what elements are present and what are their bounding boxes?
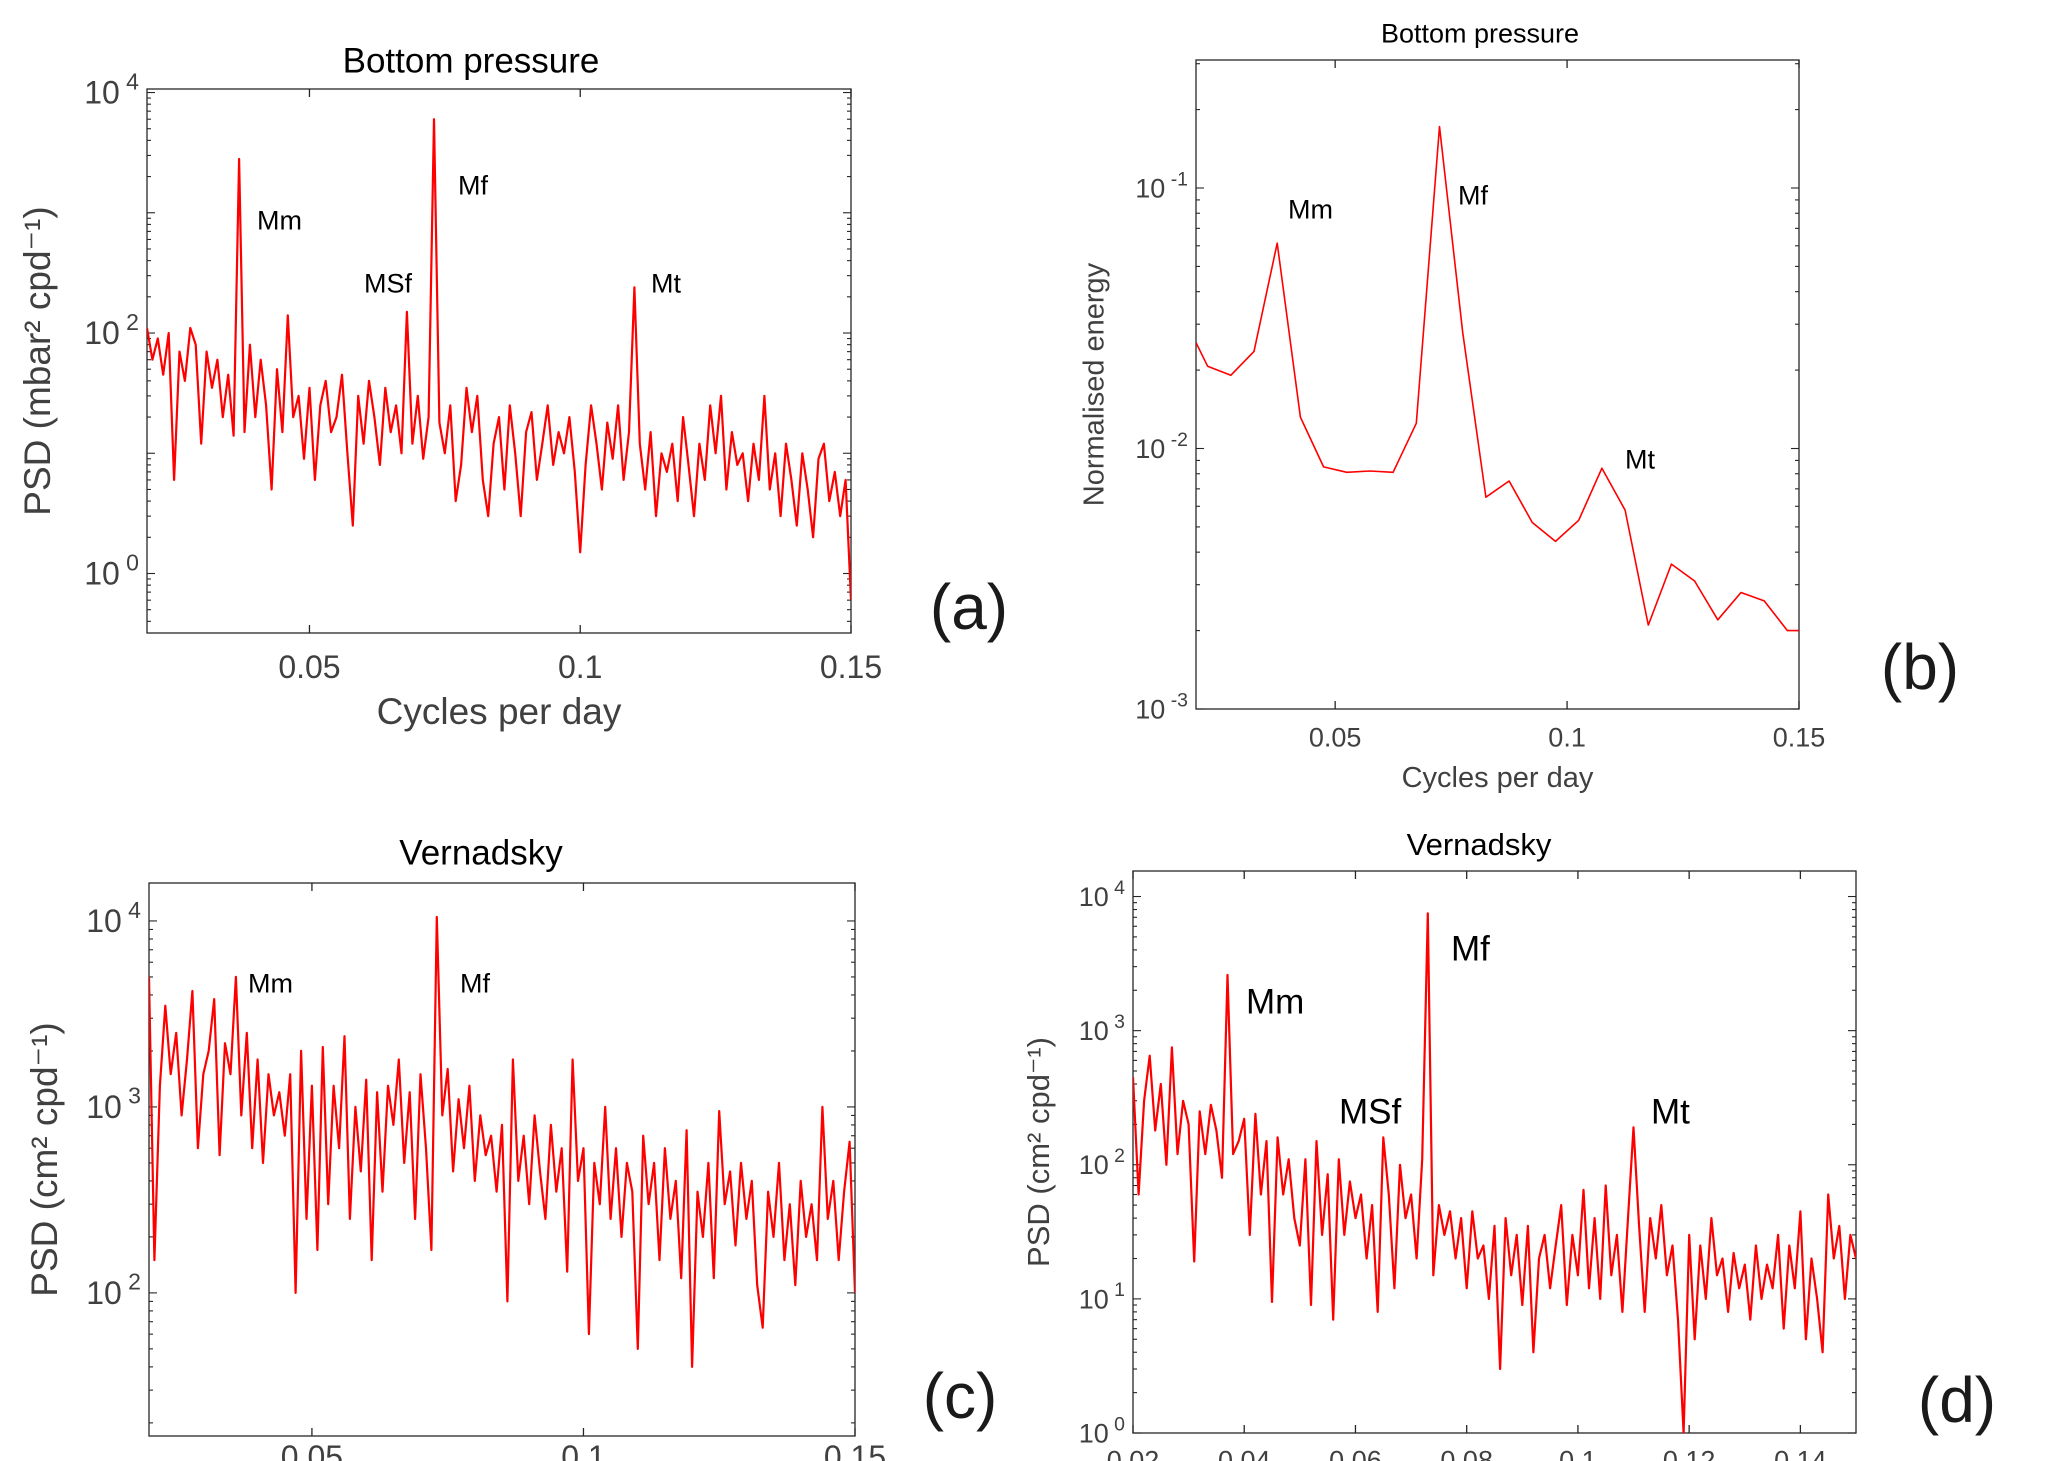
x-tick-label: 0.14 xyxy=(1774,1445,1827,1461)
y-tick-label: 10 -1 xyxy=(1135,168,1188,203)
peak-annotation: Mt xyxy=(651,268,681,298)
y-tick-exponent: 4 xyxy=(1109,877,1125,899)
y-tick-label: 10 2 xyxy=(86,1269,141,1311)
panel-label: (b) xyxy=(1881,631,1959,703)
y-tick-base: 10 xyxy=(1135,434,1165,464)
panel-label: (c) xyxy=(923,1360,998,1432)
y-tick-base: 10 xyxy=(86,1089,122,1125)
peak-annotation: Mm xyxy=(1246,982,1304,1021)
axes-box xyxy=(1195,59,1800,710)
x-tick-label: 0.1 xyxy=(558,649,602,685)
y-tick-exponent: 4 xyxy=(120,68,139,94)
y-tick-base: 10 xyxy=(1079,1284,1109,1314)
y-tick-base: 10 xyxy=(1079,1418,1109,1448)
y-axis-label: PSD (mbar² cpd⁻¹) xyxy=(17,206,58,515)
chart-title: Vernadsky xyxy=(1407,827,1552,862)
x-tick-label: 0.1 xyxy=(1559,1445,1597,1461)
series-line xyxy=(1196,125,1799,632)
series-line xyxy=(149,915,855,1369)
panel-label: (d) xyxy=(1918,1364,1996,1436)
y-axis-label: PSD (cm² cpd⁻¹) xyxy=(24,1022,65,1296)
y-tick-base: 10 xyxy=(86,1275,122,1311)
y-tick-base: 10 xyxy=(84,75,120,111)
peak-annotation: Mm xyxy=(248,968,293,998)
x-axis-label: Cycles per day xyxy=(1402,762,1594,794)
x-axis-label: Cycles per day xyxy=(377,691,622,732)
peak-annotation: MSf xyxy=(364,268,413,298)
chart-title: Bottom pressure xyxy=(1381,18,1579,48)
x-tick-label: 0.08 xyxy=(1440,1445,1493,1461)
peak-annotation: Mf xyxy=(1451,929,1490,968)
y-tick-label: 10 4 xyxy=(1079,877,1125,912)
axes-box xyxy=(148,882,856,1437)
peak-annotation: Mf xyxy=(460,968,490,998)
peak-annotation: Mm xyxy=(1288,194,1333,224)
x-tick-label: 0.04 xyxy=(1218,1445,1271,1461)
y-tick-base: 10 xyxy=(84,315,120,351)
y-tick-exponent: 0 xyxy=(120,549,139,575)
y-axis-label: PSD (cm² cpd⁻¹) xyxy=(1021,1037,1056,1267)
chart-title: Bottom pressure xyxy=(343,41,600,80)
y-axis-label: Normalised energy xyxy=(1079,262,1111,506)
y-tick-base: 10 xyxy=(1079,1150,1109,1180)
y-tick-label: 10 0 xyxy=(84,549,139,591)
x-tick-label: 0.1 xyxy=(561,1439,605,1461)
y-tick-label: 10 0 xyxy=(1079,1413,1125,1448)
peak-annotation: Mm xyxy=(257,205,302,235)
y-tick-label: 10 4 xyxy=(86,897,141,939)
peak-annotation: Mf xyxy=(458,170,488,200)
y-tick-label: 10 -3 xyxy=(1135,689,1188,724)
y-tick-exponent: -1 xyxy=(1165,168,1188,190)
panel-label: (a) xyxy=(930,571,1008,643)
peak-annotation: Mt xyxy=(1625,444,1655,474)
chart-title: Vernadsky xyxy=(399,833,563,872)
y-tick-exponent: 1 xyxy=(1109,1279,1125,1301)
x-tick-label: 0.1 xyxy=(1548,722,1586,752)
x-tick-label: 0.05 xyxy=(1309,722,1362,752)
y-tick-exponent: -3 xyxy=(1165,689,1188,711)
y-tick-label: 10 4 xyxy=(84,68,139,110)
y-tick-exponent: 2 xyxy=(1109,1145,1125,1167)
x-tick-label: 0.05 xyxy=(281,1439,343,1461)
series-line xyxy=(147,118,851,601)
peak-annotation: Mt xyxy=(1651,1092,1690,1131)
x-tick-label: 0.02 xyxy=(1107,1445,1160,1461)
series-line xyxy=(1133,912,1856,1433)
y-tick-base: 10 xyxy=(1135,173,1165,203)
y-tick-base: 10 xyxy=(1079,882,1109,912)
axes-box xyxy=(1132,870,1857,1434)
x-tick-label: 0.12 xyxy=(1663,1445,1716,1461)
y-tick-exponent: 2 xyxy=(122,1269,141,1295)
y-tick-label: 10 -2 xyxy=(1135,429,1188,464)
y-tick-exponent: 3 xyxy=(122,1083,141,1109)
y-tick-base: 10 xyxy=(1135,694,1165,724)
y-tick-exponent: 3 xyxy=(1109,1011,1125,1033)
y-tick-base: 10 xyxy=(84,556,120,592)
y-tick-base: 10 xyxy=(86,903,122,939)
x-tick-label: 0.15 xyxy=(1773,722,1826,752)
y-tick-exponent: 0 xyxy=(1109,1413,1125,1435)
x-tick-label: 0.15 xyxy=(824,1439,886,1461)
y-tick-label: 10 2 xyxy=(1079,1145,1125,1180)
x-tick-label: 0.05 xyxy=(278,649,340,685)
peak-annotation: MSf xyxy=(1339,1092,1402,1131)
y-tick-label: 10 2 xyxy=(84,309,139,351)
y-tick-exponent: -2 xyxy=(1165,429,1188,451)
y-tick-label: 10 3 xyxy=(1079,1011,1125,1046)
y-tick-base: 10 xyxy=(1079,1016,1109,1046)
axes-box xyxy=(146,88,852,634)
y-tick-exponent: 4 xyxy=(122,897,141,923)
y-tick-label: 10 3 xyxy=(86,1083,141,1125)
y-tick-label: 10 1 xyxy=(1079,1279,1125,1314)
x-tick-label: 0.15 xyxy=(820,649,882,685)
peak-annotation: Mf xyxy=(1458,180,1488,210)
x-tick-label: 0.06 xyxy=(1329,1445,1382,1461)
y-tick-exponent: 2 xyxy=(120,309,139,335)
